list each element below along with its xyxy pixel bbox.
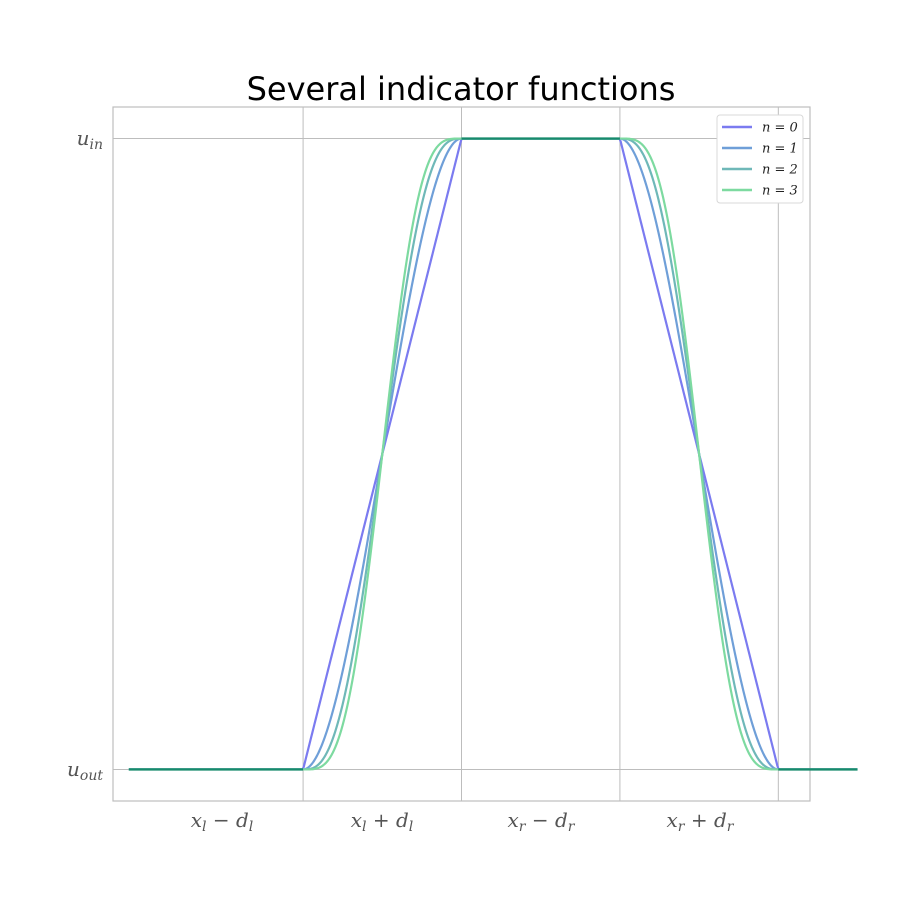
- x-tick-labels: xl − dl xl + dl xr − dr xr + dr: [191, 808, 735, 835]
- legend-label-n0: n = 0: [762, 121, 798, 136]
- legend: n = 0 n = 1 n = 2 n = 3: [716, 114, 804, 204]
- x-tick-label-1: xl − dl: [191, 808, 254, 835]
- y-tick-label-uout: uout: [67, 757, 103, 784]
- series-lines: [128, 137, 858, 771]
- x-tick-label-2: xl + dl: [351, 808, 414, 835]
- x-tick-label-3: xr − dr: [508, 808, 576, 835]
- legend-label-n2: n = 2: [762, 163, 798, 178]
- legend-label-n3: n = 3: [762, 184, 798, 199]
- y-tick-label-uin: uin: [77, 126, 103, 153]
- chart-title: Several indicator functions: [247, 70, 676, 108]
- legend-label-n1: n = 1: [762, 142, 798, 157]
- y-tick-labels: uin uout: [67, 126, 103, 784]
- x-tick-label-4: xr + dr: [667, 808, 735, 835]
- legend-box: [716, 114, 804, 204]
